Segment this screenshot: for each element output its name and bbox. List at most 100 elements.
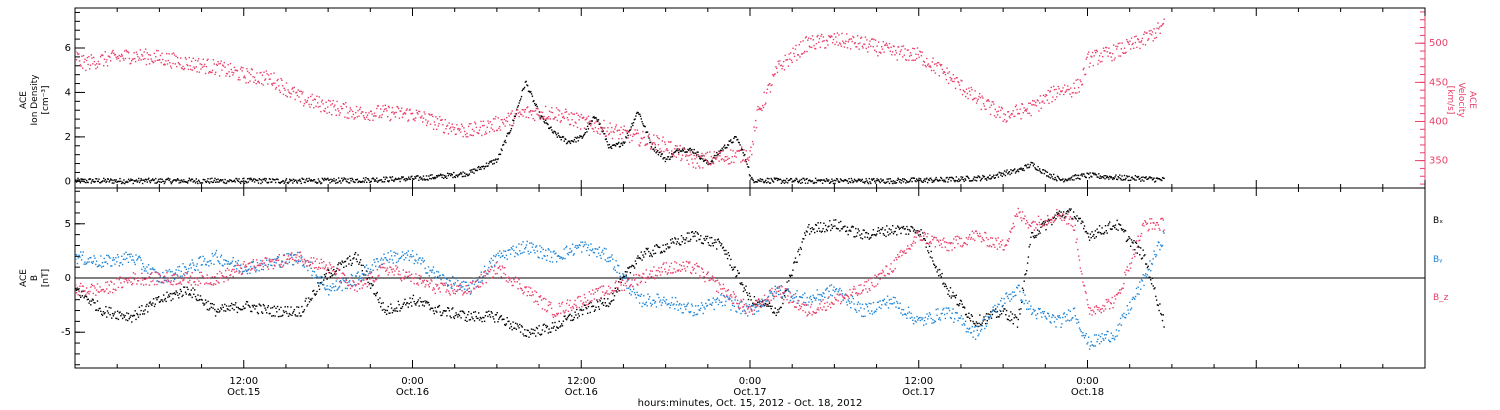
velocity-point (488, 122, 490, 124)
density-point (316, 182, 318, 184)
bx-point (917, 230, 919, 232)
by-point (627, 279, 629, 281)
bx-point (330, 272, 332, 275)
density-point (1062, 178, 1064, 180)
density-point (804, 179, 806, 181)
density-point (780, 182, 783, 184)
velocity-point (348, 117, 350, 119)
density-point (422, 179, 424, 181)
bx-point (137, 313, 139, 316)
by-point (78, 254, 80, 256)
velocity-point (1044, 95, 1046, 98)
velocity-point (315, 105, 317, 108)
bx-point (695, 240, 698, 242)
velocity-point (215, 63, 218, 66)
bx-point (282, 310, 285, 312)
density-point (951, 177, 954, 179)
density-point (430, 178, 432, 180)
by-point (556, 255, 559, 257)
density-point (999, 172, 1001, 174)
velocity-point (370, 110, 372, 113)
density-point (472, 168, 474, 170)
velocity-point (1016, 108, 1018, 111)
bx-point (257, 312, 260, 315)
density-point (930, 179, 933, 181)
density-point (768, 178, 770, 180)
by-point (359, 277, 362, 279)
density-point (909, 180, 911, 182)
density-point (1149, 176, 1151, 178)
bx-point (700, 235, 702, 237)
velocity-point (359, 106, 362, 109)
bx-point (1160, 314, 1163, 316)
bx-point (1131, 241, 1133, 243)
by-point (357, 271, 359, 273)
velocity-point (1039, 102, 1041, 104)
density-point (509, 130, 512, 132)
bx-point (641, 259, 643, 261)
velocity-point (272, 82, 274, 84)
by-point (601, 251, 603, 253)
density-point (383, 176, 385, 178)
velocity-point (171, 53, 173, 55)
velocity-point (425, 124, 428, 127)
by-point (480, 271, 482, 273)
density-point (684, 151, 686, 153)
density-point (1152, 178, 1154, 180)
bx-point (720, 244, 722, 247)
velocity-point (425, 119, 427, 121)
bx-point (652, 249, 654, 252)
density-point (902, 178, 904, 180)
bx-point (747, 298, 750, 301)
by-point (572, 254, 575, 256)
density-point (650, 141, 652, 143)
bx-point (445, 310, 447, 312)
bx-point (705, 235, 707, 238)
density-point (705, 159, 707, 161)
bx-point (615, 290, 617, 292)
by-point (518, 243, 520, 245)
by-point (196, 263, 198, 265)
velocity-point (188, 56, 190, 59)
by-point (507, 249, 509, 251)
velocity-point (952, 74, 954, 76)
velocity-point (709, 164, 712, 166)
by-point (345, 278, 347, 281)
bx-point (89, 300, 91, 302)
density-point (961, 178, 963, 180)
velocity-point (789, 58, 791, 60)
density-point (950, 180, 952, 182)
velocity-point (1008, 115, 1010, 118)
bx-point (273, 305, 275, 308)
velocity-point (737, 150, 739, 152)
velocity-point (616, 130, 618, 132)
bx-point (653, 253, 655, 255)
density-point (1052, 178, 1054, 180)
velocity-point (869, 40, 871, 42)
bx-point (1013, 317, 1015, 319)
velocity-point (502, 123, 505, 125)
bx-point (823, 222, 825, 224)
density-point (424, 179, 426, 181)
bx-point (143, 313, 146, 315)
velocity-point (327, 99, 330, 102)
bx-point (313, 293, 316, 295)
velocity-point (863, 43, 866, 45)
density-point (762, 179, 764, 181)
bx-point (910, 225, 912, 228)
density-point (1057, 176, 1059, 178)
bx-point (178, 297, 180, 299)
bx-point (75, 287, 77, 290)
velocity-point (727, 163, 730, 165)
density-point (809, 179, 811, 182)
velocity-point (1152, 40, 1154, 42)
density-point (474, 168, 476, 170)
density-point (285, 178, 288, 180)
density-point (693, 148, 695, 151)
bx-point (286, 312, 288, 315)
velocity-point (727, 158, 729, 160)
velocity-point (327, 106, 329, 108)
density-point (215, 179, 218, 181)
density-point (281, 181, 283, 183)
velocity-point (262, 84, 264, 86)
